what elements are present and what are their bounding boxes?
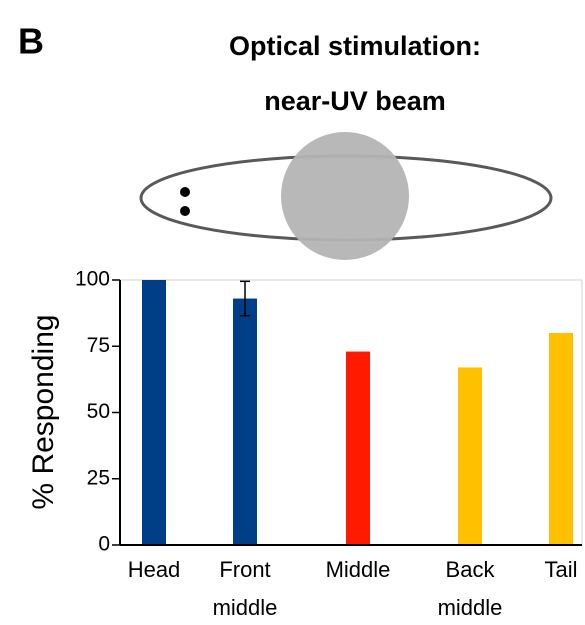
eye bbox=[180, 206, 190, 216]
y-axis-label: % Responding bbox=[27, 314, 60, 509]
chart-title: Optical stimulation: bbox=[229, 31, 481, 61]
animal-diagram bbox=[141, 132, 551, 260]
eye bbox=[180, 187, 190, 197]
chart-title: near-UV beam bbox=[264, 86, 446, 116]
x-tick-label: Head bbox=[128, 557, 181, 582]
x-tick-label: Tail bbox=[544, 557, 577, 582]
bar bbox=[233, 299, 257, 545]
bar bbox=[549, 333, 573, 545]
panel-label: B bbox=[18, 21, 44, 62]
y-tick-label: 25 bbox=[87, 466, 110, 489]
bar bbox=[346, 352, 370, 545]
y-tick-label: 75 bbox=[87, 334, 110, 357]
y-tick-label: 100 bbox=[75, 268, 110, 291]
bar bbox=[458, 367, 482, 545]
x-tick-label: Middle bbox=[326, 557, 391, 582]
bar bbox=[142, 280, 166, 545]
beam-spot bbox=[281, 132, 409, 260]
y-tick-label: 50 bbox=[87, 400, 110, 423]
y-tick-label: 0 bbox=[98, 533, 110, 556]
figure: B Optical stimulation: near-UV beam % Re… bbox=[0, 0, 585, 625]
